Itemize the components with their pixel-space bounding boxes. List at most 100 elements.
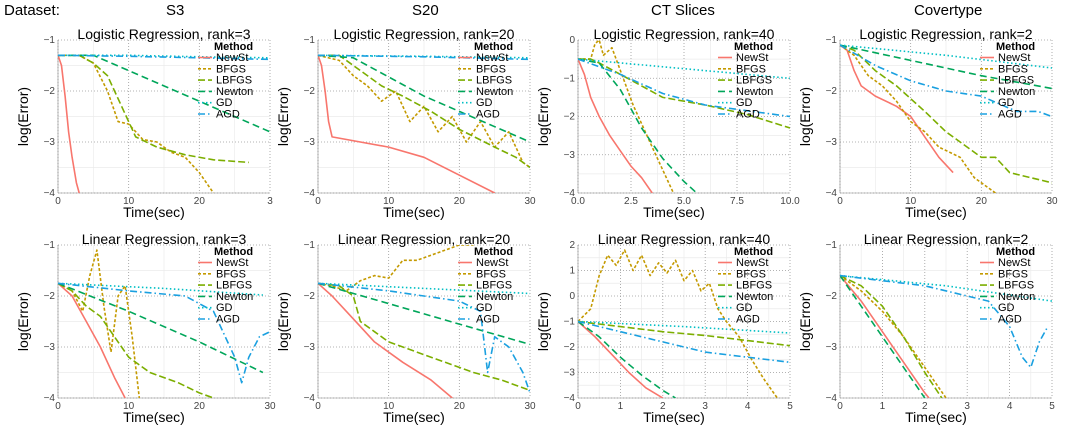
- y-axis-label: log(Error): [15, 87, 31, 146]
- series-line-lbfgs: [840, 274, 943, 398]
- x-tick-label: 2.5: [624, 196, 638, 207]
- legend-item-newst: NewSt: [216, 257, 248, 269]
- x-tick-label: 0: [575, 401, 581, 412]
- x-tick-label: 1: [880, 401, 886, 412]
- x-tick-label: 0: [837, 401, 843, 412]
- chart-title: Linear Regression, rank=20: [338, 231, 511, 247]
- chart-title: Logistic Regression, rank=40: [594, 26, 775, 42]
- legend-item-bfgs: BFGS: [736, 268, 766, 280]
- series-line-newst: [318, 282, 453, 398]
- series-line-newton: [578, 58, 698, 193]
- x-axis-label: Time(sec): [905, 409, 967, 425]
- series-group: [578, 40, 790, 193]
- x-tick-label: 20: [976, 196, 988, 207]
- y-tick-label: −1: [304, 35, 316, 46]
- legend-title: Method: [996, 41, 1035, 53]
- legend-item-newst: NewSt: [998, 257, 1030, 269]
- legend-item-gd: GD: [736, 302, 753, 314]
- series-line-lbfgs: [578, 58, 790, 129]
- series-line-newst: [58, 55, 80, 193]
- y-axis-label: log(Error): [275, 87, 291, 146]
- series-line-newst: [318, 55, 496, 193]
- x-tick-label: 10: [383, 401, 395, 412]
- series-line-newst: [840, 275, 930, 398]
- x-tick-label: 0: [315, 401, 321, 412]
- legend-title: Method: [734, 41, 773, 53]
- dataset-header-s20: S20: [412, 2, 439, 19]
- legend-title: Method: [996, 246, 1035, 258]
- y-tick-label: −1: [304, 240, 316, 251]
- x-tick-label: 3: [267, 196, 273, 207]
- legend-item-bfgs: BFGS: [998, 268, 1028, 280]
- legend-item-bfgs: BFGS: [476, 268, 506, 280]
- legend-item-bfgs: BFGS: [998, 63, 1028, 75]
- series-line-agd: [840, 44, 1052, 118]
- chart-title: Linear Regression, rank=40: [598, 231, 771, 247]
- y-tick-label: −2: [304, 291, 316, 302]
- legend-title: Method: [214, 41, 253, 53]
- dataset-header-covertype: Covertype: [914, 2, 983, 19]
- y-axis-label: log(Error): [15, 292, 31, 351]
- y-axis-label: log(Error): [535, 87, 551, 146]
- y-tick-label: −3: [44, 342, 56, 353]
- chart-panel-4: 0 10 20 30 −4 −3 −2 −1 Logistic Regression, rank…: [797, 26, 1058, 220]
- x-tick-label: 3: [964, 401, 970, 412]
- y-tick-label: −3: [304, 342, 316, 353]
- dataset-label: Dataset:: [4, 2, 60, 19]
- series-line-lbfgs: [58, 54, 249, 164]
- y-tick-label: −3: [564, 368, 576, 379]
- series-line-lbfgs: [58, 282, 214, 398]
- legend-item-gd: GD: [998, 302, 1015, 314]
- legend-item-newst: NewSt: [998, 52, 1030, 64]
- chart-panel-3: 0.0 2.5 5.0 7.5 10.0 −4 −3 −2 −1 0 Logistic Regres…: [535, 26, 800, 220]
- y-tick-label: −1: [826, 240, 838, 251]
- y-tick-label: −4: [826, 393, 838, 404]
- x-tick-label: 30: [264, 401, 276, 412]
- chart-title: Logistic Regression, rank=20: [334, 26, 515, 42]
- series-line-newton: [58, 282, 264, 374]
- legend-item-newton: Newton: [736, 86, 773, 98]
- series-line-bfgs: [318, 54, 530, 169]
- legend-item-newton: Newton: [998, 86, 1035, 98]
- legend-item-agd: AGD: [998, 109, 1022, 121]
- x-tick-label: 20: [194, 401, 206, 412]
- x-tick-label: 0: [55, 401, 61, 412]
- series-line-bfgs: [58, 249, 141, 398]
- x-tick-label: 2: [660, 401, 666, 412]
- y-tick-label: −1: [564, 73, 576, 84]
- legend-item-gd: GD: [736, 97, 753, 109]
- x-tick-label: 20: [454, 196, 466, 207]
- series-line-gd: [318, 54, 530, 59]
- y-tick-label: 0: [569, 291, 575, 302]
- y-tick-label: −3: [564, 150, 576, 161]
- series-group: [840, 274, 1052, 398]
- y-tick-label: −3: [304, 137, 316, 148]
- x-axis-label: Time(sec): [643, 409, 705, 425]
- legend-item-agd: AGD: [736, 314, 760, 326]
- series-line-gd: [58, 282, 263, 296]
- y-tick-label: 2: [569, 240, 575, 251]
- series-group: [318, 245, 530, 398]
- series-line-gd: [58, 54, 270, 59]
- y-tick-label: −4: [826, 188, 838, 199]
- dataset-header-ct-slices: CT Slices: [651, 2, 715, 19]
- y-tick-label: −4: [564, 393, 576, 404]
- legend-item-lbfgs: LBFGS: [216, 75, 252, 87]
- chart-panel-5: 0 10 20 30 −4 −3 −2 −1 Linear Regression, rank=3…: [15, 231, 276, 425]
- y-tick-label: −1: [44, 35, 56, 46]
- legend-item-bfgs: BFGS: [736, 63, 766, 75]
- chart-title: Linear Regression, rank=2: [864, 231, 1029, 247]
- x-tick-label: 5: [787, 401, 793, 412]
- legend-title: Method: [734, 246, 773, 258]
- y-axis-label: log(Error): [797, 87, 813, 146]
- legend-item-newst: NewSt: [476, 257, 508, 269]
- legend-item-gd: GD: [476, 302, 493, 314]
- series-line-gd: [318, 282, 530, 295]
- x-axis-label: Time(sec): [123, 409, 185, 425]
- y-tick-label: −2: [44, 86, 56, 97]
- legend-item-newst: NewSt: [736, 52, 768, 64]
- legend-item-agd: AGD: [736, 109, 760, 121]
